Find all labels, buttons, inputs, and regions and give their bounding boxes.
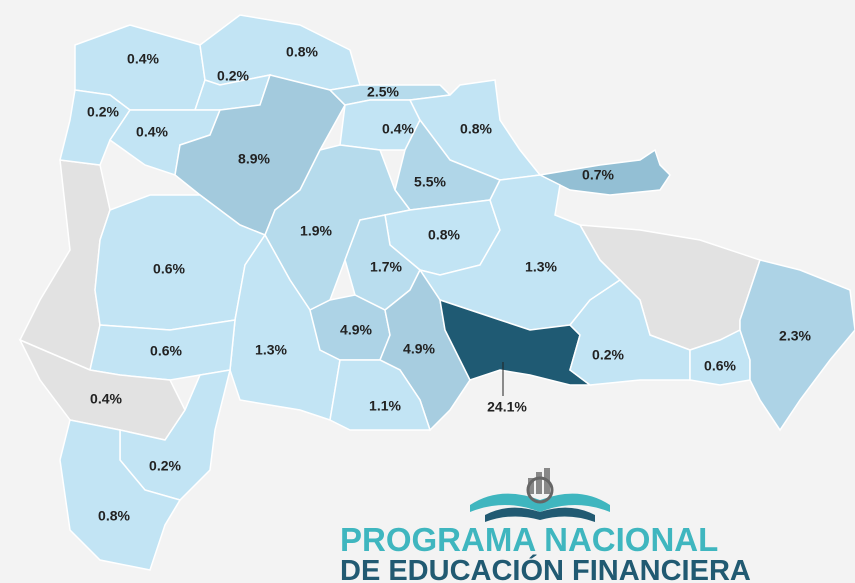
value-label: 0.2% [87, 104, 119, 120]
value-label: 0.2% [592, 347, 624, 363]
value-label: 8.9% [238, 151, 270, 167]
value-label: 0.8% [286, 44, 318, 60]
value-label: 0.6% [704, 358, 736, 374]
value-label: 24.1% [487, 399, 527, 415]
province [59, 89, 132, 166]
value-label: 0.2% [217, 68, 249, 84]
value-label: 4.9% [340, 322, 372, 338]
value-label: 0.8% [98, 508, 130, 524]
value-label: 1.9% [300, 223, 332, 239]
value-label: 0.8% [460, 121, 492, 137]
province [537, 148, 671, 196]
province [59, 419, 182, 571]
province [329, 359, 432, 431]
value-label: 0.4% [382, 121, 414, 137]
value-label: 0.2% [149, 458, 181, 474]
logo-icon [470, 468, 610, 522]
value-label: 2.5% [367, 84, 399, 100]
value-label: 0.6% [153, 261, 185, 277]
value-label: 1.3% [525, 259, 557, 275]
value-label: 0.8% [428, 227, 460, 243]
value-label: 1.1% [369, 398, 401, 414]
value-label: 0.4% [127, 51, 159, 67]
logo-line2: DE EDUCACIÓN FINANCIERA [340, 553, 751, 583]
logo-line1: PROGRAMA NACIONAL [340, 521, 718, 558]
value-label: 0.7% [582, 167, 614, 183]
value-label: 0.6% [150, 343, 182, 359]
province [739, 259, 855, 432]
value-label: 0.4% [136, 124, 168, 140]
value-label: 1.3% [255, 342, 287, 358]
value-label: 0.4% [90, 391, 122, 407]
value-label: 2.3% [779, 328, 811, 344]
value-label: 1.7% [370, 259, 402, 275]
value-label: 5.5% [414, 174, 446, 190]
value-label: 4.9% [403, 341, 435, 357]
